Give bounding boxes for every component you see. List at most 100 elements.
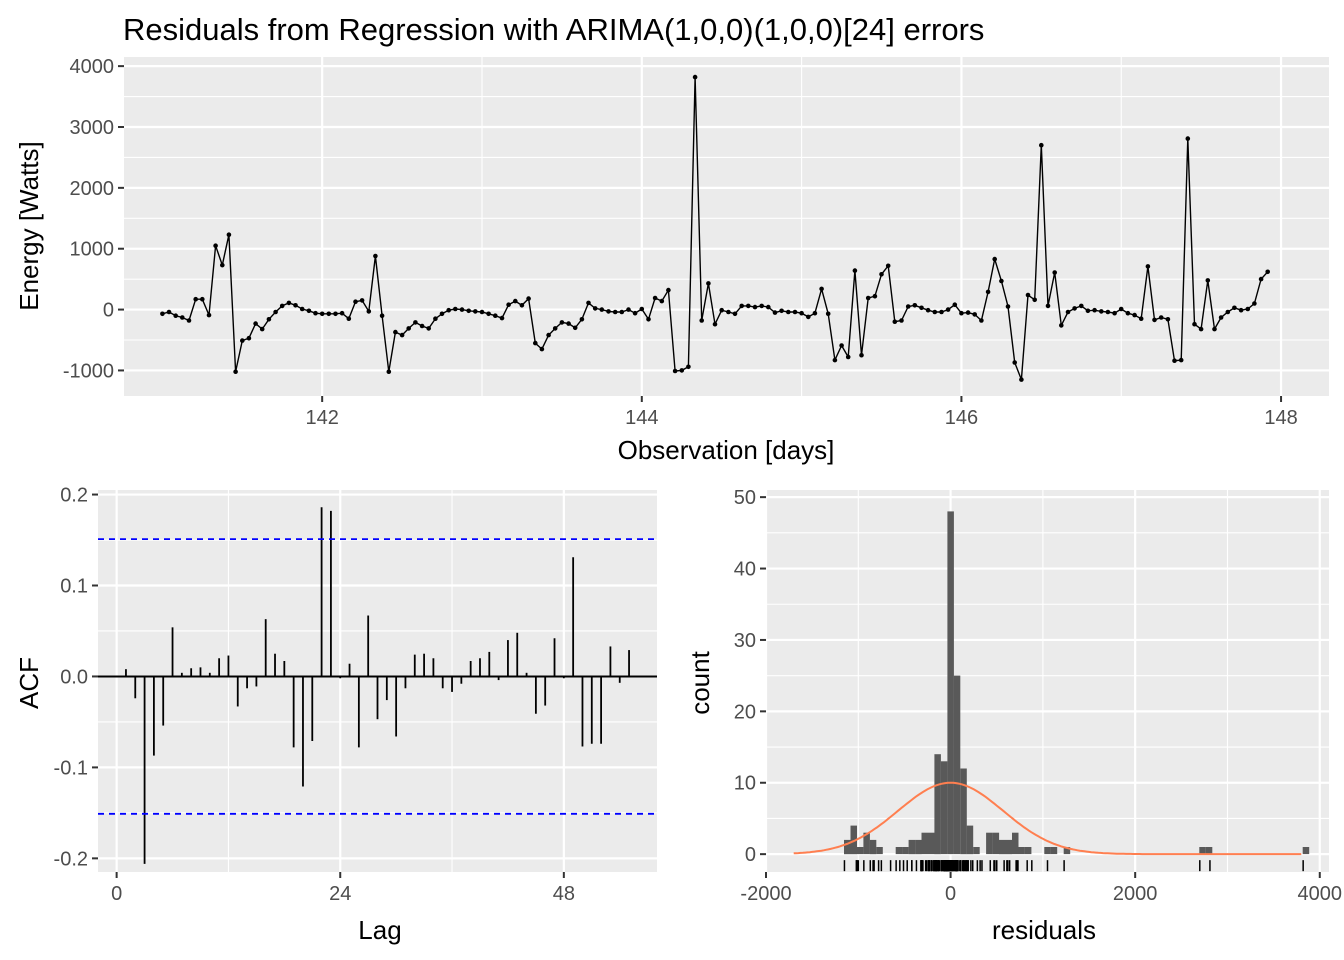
- histogram-bar: [947, 511, 954, 855]
- residual-point: [1012, 360, 1017, 365]
- residual-point: [985, 289, 991, 295]
- residual-point: [939, 309, 944, 315]
- residual-time-plot-panel: [124, 57, 1329, 396]
- acf-plot-bars: [98, 507, 657, 864]
- figure-title: Residuals from Regression with ARIMA(1,0…: [123, 12, 984, 47]
- residual-point: [766, 304, 771, 310]
- residual-point: [799, 310, 804, 316]
- residual-point: [379, 313, 385, 319]
- residual-point: [399, 332, 405, 338]
- histogram-bar: [1063, 847, 1071, 855]
- residual-histogram-bars: [793, 511, 1310, 872]
- residual-point: [546, 332, 551, 338]
- residual-point: [892, 319, 898, 325]
- residual-point: [679, 368, 685, 373]
- residual-point: [326, 311, 332, 317]
- y-tick-label: 0: [745, 844, 756, 866]
- histogram-bar: [953, 675, 961, 855]
- x-tick-label: -2000: [740, 883, 791, 905]
- residual-point: [1138, 316, 1144, 322]
- y-tick-label: 4000: [70, 56, 115, 78]
- residual-point: [865, 295, 871, 301]
- residual-point: [506, 302, 511, 308]
- histogram-bar: [999, 839, 1006, 855]
- residual-point: [1152, 317, 1157, 323]
- residual-point: [812, 310, 818, 316]
- residual-point: [1092, 307, 1097, 313]
- residual-point: [672, 368, 678, 374]
- residual-point: [1192, 321, 1197, 327]
- residual-point: [606, 309, 611, 314]
- residual-point: [160, 311, 165, 317]
- y-tick-label: 0.2: [60, 485, 88, 507]
- histogram-bar: [915, 839, 922, 855]
- residual-point: [533, 340, 538, 346]
- residual-point: [786, 309, 791, 315]
- residual-point: [1158, 315, 1164, 320]
- residual-point: [279, 303, 285, 309]
- residual-point: [1085, 308, 1091, 314]
- residual-point: [652, 295, 658, 301]
- residual-point: [293, 303, 298, 308]
- residual-point: [746, 303, 751, 309]
- x-tick-label: 142: [305, 407, 338, 429]
- residual-point: [792, 309, 798, 315]
- residual-point: [1225, 309, 1231, 315]
- residual-point: [706, 281, 711, 286]
- residual-point: [1172, 358, 1177, 364]
- residual-point: [366, 309, 372, 314]
- residual-point: [353, 299, 358, 305]
- residual-point: [726, 309, 731, 315]
- histogram-bar: [940, 761, 948, 855]
- residual-point: [712, 321, 718, 327]
- histogram-bar: [960, 768, 967, 855]
- histogram-bar: [992, 832, 1000, 855]
- residual-point: [186, 318, 192, 323]
- residual-point: [1212, 326, 1217, 332]
- residual-point: [905, 304, 911, 309]
- residual-point: [646, 317, 651, 322]
- histogram-bar: [895, 847, 903, 855]
- residual-point: [453, 306, 458, 312]
- x-tick-label: 148: [1264, 407, 1297, 429]
- residual-point: [466, 308, 472, 314]
- residual-point: [872, 293, 878, 299]
- histogram-bar: [1018, 847, 1025, 855]
- residual-point: [259, 326, 265, 332]
- residual-point: [459, 307, 465, 312]
- residual-point: [899, 318, 904, 323]
- residual-point: [173, 313, 178, 319]
- residual-point: [1112, 310, 1117, 316]
- residual-point: [1165, 317, 1171, 322]
- residual-point: [166, 309, 172, 315]
- residual-histogram-ylabel: count: [685, 650, 715, 714]
- residual-point: [1099, 309, 1104, 314]
- residual-point: [979, 318, 984, 323]
- residual-point: [912, 303, 918, 308]
- residual-point: [919, 305, 924, 311]
- residual-point: [686, 364, 691, 370]
- histogram-bar: [1302, 847, 1310, 855]
- residual-point: [446, 307, 452, 313]
- residual-point: [879, 272, 884, 277]
- residual-point: [246, 335, 252, 341]
- y-tick-label: -0.1: [54, 757, 88, 779]
- residual-point: [266, 317, 272, 322]
- residual-point: [845, 354, 851, 360]
- y-tick-label: 0.0: [60, 666, 88, 688]
- residual-point: [339, 310, 345, 316]
- y-tick-label: 2000: [70, 178, 115, 200]
- residual-point: [1072, 306, 1077, 311]
- residual-point: [626, 307, 631, 312]
- residual-histogram-ticks: -2000 0 2000 4000 0 10 20 30 40 50: [734, 487, 1342, 905]
- histogram-bar: [1205, 847, 1213, 855]
- residual-point: [759, 303, 764, 309]
- residual-point: [612, 309, 618, 315]
- residual-point: [1265, 269, 1270, 275]
- histogram-bar: [1044, 847, 1051, 855]
- residual-point: [319, 311, 325, 317]
- residual-point: [825, 311, 831, 317]
- residual-point: [253, 321, 258, 326]
- acf-plot-xlabel: Lag: [358, 915, 401, 945]
- residual-point: [433, 316, 438, 322]
